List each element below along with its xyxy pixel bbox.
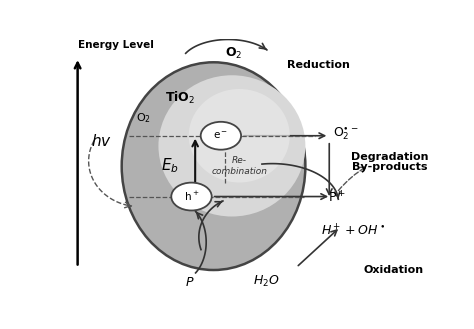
Text: Degradation: Degradation <box>351 152 428 162</box>
Text: P$^+$: P$^+$ <box>328 190 346 206</box>
Text: Energy Level: Energy Level <box>78 39 154 50</box>
Text: $H_2O$: $H_2O$ <box>254 274 280 289</box>
Text: $H^+ + OH^\bullet$: $H^+ + OH^\bullet$ <box>321 223 385 239</box>
Text: h$^+$: h$^+$ <box>184 190 199 203</box>
Text: P: P <box>186 276 193 289</box>
Text: TiO$_2$: TiO$_2$ <box>165 90 196 106</box>
Ellipse shape <box>122 62 305 270</box>
Text: $E_b$: $E_b$ <box>161 157 178 175</box>
Circle shape <box>171 183 212 211</box>
Text: Reduction: Reduction <box>287 60 350 70</box>
Text: O$_2$: O$_2$ <box>225 46 242 61</box>
Ellipse shape <box>189 89 290 183</box>
Ellipse shape <box>158 75 305 216</box>
Text: $hv$: $hv$ <box>91 133 112 149</box>
Text: Oxidation: Oxidation <box>364 265 424 275</box>
Text: Re-
combination: Re- combination <box>211 157 267 176</box>
Text: e$^-$: e$^-$ <box>213 130 228 141</box>
Text: O$_2$: O$_2$ <box>136 111 151 125</box>
Text: O$_2^{\bullet -}$: O$_2^{\bullet -}$ <box>333 125 358 141</box>
Text: By-products: By-products <box>352 163 428 172</box>
Circle shape <box>201 122 241 150</box>
